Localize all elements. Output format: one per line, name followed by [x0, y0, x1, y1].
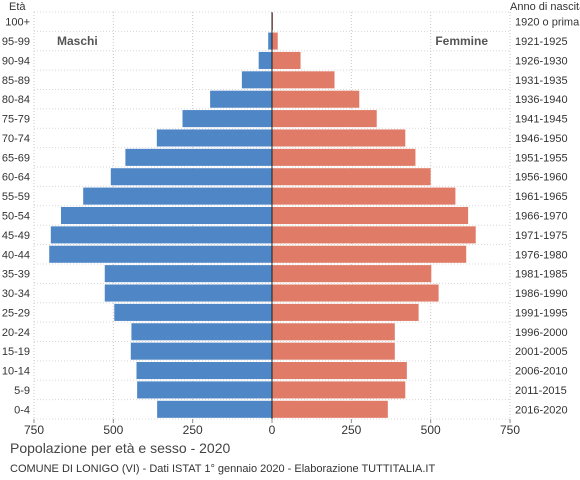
bar-femmine — [272, 168, 431, 186]
bar-femmine — [272, 71, 335, 89]
age-label: 95-99 — [2, 36, 30, 48]
birth-year-label: 1966-1970 — [515, 211, 568, 223]
bar-maschi — [49, 245, 273, 263]
age-label: 55-59 — [2, 191, 30, 203]
x-tick-label: 250 — [341, 423, 361, 437]
bar-femmine — [272, 148, 416, 166]
bar-femmine — [272, 400, 388, 418]
series-label-maschi: Maschi — [57, 34, 98, 48]
birth-year-label: 2011-2015 — [515, 385, 567, 397]
bar-maschi — [114, 303, 272, 321]
birth-year-label: 2001-2005 — [515, 346, 568, 358]
bar-femmine — [272, 206, 469, 225]
birth-year-label: 1926-1930 — [515, 55, 568, 67]
chart-title: Popolazione per età e sesso - 2020 — [10, 440, 231, 456]
age-label: 0-4 — [14, 404, 30, 416]
age-label: 5-9 — [14, 385, 30, 397]
bar-femmine — [272, 381, 406, 399]
age-axis-label: Età — [9, 1, 26, 13]
age-label: 50-54 — [2, 211, 30, 223]
birth-year-label: 1956-1960 — [515, 172, 568, 184]
age-label: 25-29 — [2, 307, 30, 319]
age-label: 20-24 — [2, 327, 30, 339]
bar-maschi — [157, 400, 272, 418]
x-tick-label: 250 — [183, 423, 203, 437]
birth-year-label: 1931-1935 — [515, 75, 568, 87]
age-label: 80-84 — [2, 94, 30, 106]
age-label: 85-89 — [2, 75, 30, 87]
birth-year-label: 1961-1965 — [515, 191, 568, 203]
chart-source: COMUNE DI LONIGO (VI) - Dati ISTAT 1° ge… — [10, 463, 436, 475]
bar-femmine — [272, 284, 439, 302]
series-label-femmine: Femmine — [435, 34, 488, 48]
birth-year-label: 1991-1995 — [515, 307, 568, 319]
birth-year-label: 2006-2010 — [515, 366, 568, 378]
bar-femmine — [272, 129, 406, 147]
birth-year-label: 1946-1950 — [515, 133, 568, 145]
x-tick-label: 500 — [421, 423, 441, 437]
birth-year-label: 2016-2020 — [515, 404, 568, 416]
age-label: 30-34 — [2, 288, 30, 300]
bar-maschi — [182, 110, 272, 128]
bar-maschi — [60, 206, 273, 225]
age-label: 40-44 — [2, 249, 30, 261]
bar-maschi — [130, 342, 272, 360]
birth-year-label: 1971-1975 — [515, 230, 568, 242]
bar-femmine — [272, 362, 407, 380]
bar-maschi — [136, 362, 272, 380]
birth-year-label: 1996-2000 — [515, 327, 568, 339]
bar-maschi — [104, 265, 272, 283]
bar-femmine — [272, 245, 467, 263]
birth-year-label: 1936-1940 — [515, 94, 568, 106]
bar-maschi — [210, 90, 272, 108]
birth-year-label: 1981-1985 — [515, 269, 568, 281]
birth-year-label: 1976-1980 — [515, 249, 568, 261]
bar-maschi — [137, 381, 272, 399]
bar-femmine — [272, 32, 278, 50]
birth-year-label: 1921-1925 — [515, 36, 568, 48]
bar-femmine — [272, 51, 301, 69]
age-label: 70-74 — [2, 133, 30, 145]
bar-maschi — [131, 323, 272, 341]
age-label: 100+ — [5, 17, 30, 29]
bar-femmine — [272, 110, 377, 128]
bar-maschi — [125, 148, 272, 166]
birth-year-label: 1941-1945 — [515, 114, 568, 126]
birth-year-axis-label: Anno di nascita — [510, 1, 580, 13]
x-tick-label: 750 — [500, 423, 520, 437]
bar-maschi — [50, 226, 273, 244]
age-label: 60-64 — [2, 172, 30, 184]
age-label: 65-69 — [2, 152, 30, 164]
age-label: 15-19 — [2, 346, 30, 358]
bar-maschi — [268, 32, 272, 50]
bar-maschi — [156, 129, 272, 147]
x-tick-label: 750 — [24, 423, 44, 437]
bar-maschi — [258, 51, 272, 69]
x-tick-label: 500 — [103, 423, 123, 437]
bar-femmine — [272, 342, 395, 360]
bar-maschi — [241, 71, 272, 89]
bar-maschi — [83, 187, 272, 205]
bar-femmine — [272, 226, 476, 244]
age-label: 35-39 — [2, 269, 30, 281]
bar-femmine — [272, 90, 360, 108]
bar-femmine — [272, 303, 419, 321]
age-label: 75-79 — [2, 114, 30, 126]
birth-year-label: 1951-1955 — [515, 152, 568, 164]
bar-femmine — [272, 265, 432, 283]
birth-year-label: 1986-1990 — [515, 288, 568, 300]
x-tick-label: 0 — [269, 423, 276, 437]
birth-year-label: 1920 o prima — [515, 17, 580, 29]
bar-maschi — [104, 284, 272, 302]
age-label: 45-49 — [2, 230, 30, 242]
population-pyramid-chart: 750 500 250 0 250 500 750 100+ 1920 o prima 95-99… — [2, 1, 580, 437]
bar-femmine — [272, 323, 395, 341]
age-label: 90-94 — [2, 55, 30, 67]
bar-maschi — [110, 168, 272, 186]
bar-femmine — [272, 187, 456, 205]
age-label: 10-14 — [2, 366, 30, 378]
